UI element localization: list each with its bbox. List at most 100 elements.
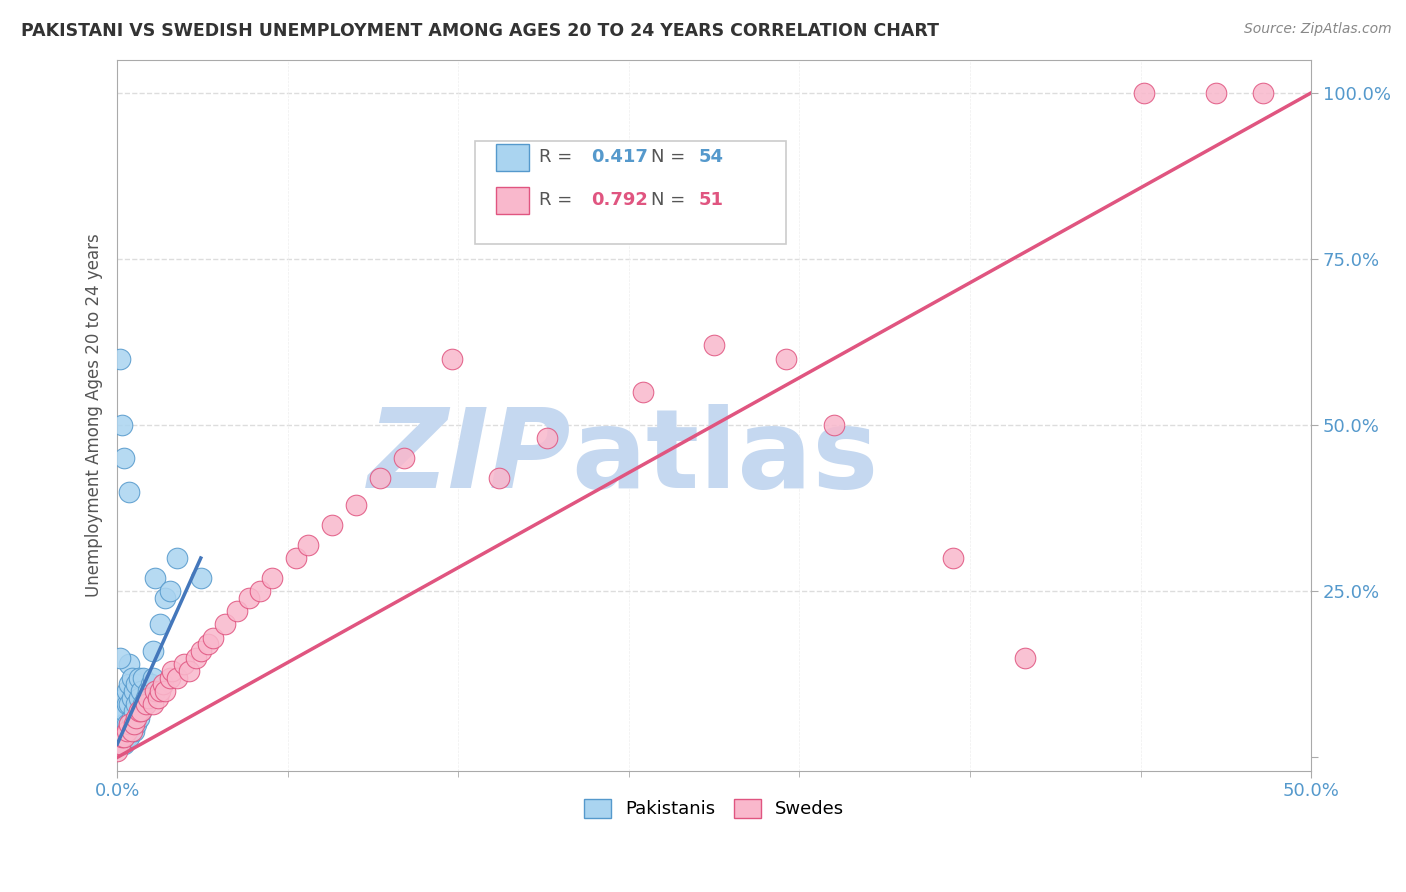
Point [112, 690, 135, 705]
Point [1253, 86, 1275, 100]
Point [142, 698, 165, 712]
Point [118, 717, 141, 731]
Point [368, 471, 391, 485]
Point [108, 723, 131, 738]
Point [111, 717, 134, 731]
Text: ZIP: ZIP [367, 404, 571, 511]
Text: 0.417: 0.417 [591, 148, 648, 166]
Point [344, 498, 367, 512]
Point [145, 571, 167, 585]
Point [111, 731, 134, 745]
Point [108, 351, 131, 366]
Text: R =: R = [538, 148, 578, 166]
Point [122, 704, 145, 718]
Point [184, 650, 207, 665]
Point [112, 717, 135, 731]
Point [142, 671, 165, 685]
Point [1133, 86, 1156, 100]
Point [262, 571, 284, 585]
Point [111, 704, 134, 718]
Y-axis label: Unemployment Among Ages 20 to 24 years: Unemployment Among Ages 20 to 24 years [86, 234, 103, 597]
Point [111, 418, 134, 433]
FancyBboxPatch shape [496, 144, 529, 170]
Point [321, 517, 343, 532]
Point [201, 631, 224, 645]
Text: PAKISTANI VS SWEDISH UNEMPLOYMENT AMONG AGES 20 TO 24 YEARS CORRELATION CHART: PAKISTANI VS SWEDISH UNEMPLOYMENT AMONG … [21, 22, 939, 40]
Point [225, 604, 247, 618]
Point [1205, 86, 1227, 100]
Point [190, 571, 212, 585]
Point [823, 418, 845, 433]
Point [135, 690, 157, 705]
Point [146, 690, 169, 705]
Point [129, 704, 152, 718]
Text: 51: 51 [699, 192, 724, 210]
Point [111, 737, 134, 751]
Point [112, 723, 135, 738]
Point [118, 731, 141, 745]
Point [112, 731, 135, 745]
Point [128, 704, 150, 718]
Point [159, 584, 181, 599]
Point [118, 657, 141, 672]
Point [128, 671, 150, 685]
Point [153, 591, 176, 605]
Point [152, 677, 174, 691]
Point [942, 551, 965, 566]
Point [121, 690, 143, 705]
Point [153, 684, 176, 698]
Point [112, 737, 135, 751]
Point [125, 717, 148, 731]
Text: 0.792: 0.792 [591, 192, 648, 210]
Point [108, 650, 131, 665]
Point [112, 704, 135, 718]
Point [115, 723, 138, 738]
Point [121, 671, 143, 685]
Point [139, 677, 162, 691]
Point [703, 338, 725, 352]
Point [190, 644, 212, 658]
Point [121, 723, 143, 738]
Point [122, 684, 145, 698]
Point [129, 704, 152, 718]
Point [115, 731, 138, 745]
Point [142, 644, 165, 658]
Point [125, 710, 148, 724]
Point [122, 723, 145, 738]
Text: Source: ZipAtlas.com: Source: ZipAtlas.com [1244, 22, 1392, 37]
Point [536, 431, 558, 445]
Text: N =: N = [651, 192, 690, 210]
Point [129, 684, 152, 698]
Point [149, 684, 172, 698]
Point [177, 664, 200, 678]
Point [631, 384, 654, 399]
Point [238, 591, 260, 605]
Point [145, 684, 167, 698]
Point [115, 684, 138, 698]
FancyBboxPatch shape [496, 187, 529, 214]
Point [149, 617, 172, 632]
Point [118, 698, 141, 712]
Point [115, 717, 138, 731]
Point [125, 698, 148, 712]
Point [108, 737, 131, 751]
Point [1014, 650, 1036, 665]
Point [115, 698, 138, 712]
Point [118, 677, 141, 691]
Point [775, 351, 797, 366]
Point [159, 671, 181, 685]
Point [121, 710, 143, 724]
Point [125, 677, 148, 691]
Point [118, 484, 141, 499]
Point [297, 538, 319, 552]
Point [214, 617, 236, 632]
Point [132, 698, 155, 712]
Point [166, 671, 188, 685]
Point [122, 717, 145, 731]
Point [136, 690, 159, 705]
Point [249, 584, 271, 599]
Point [105, 744, 128, 758]
Point [128, 690, 150, 705]
Point [197, 637, 219, 651]
Point [440, 351, 463, 366]
